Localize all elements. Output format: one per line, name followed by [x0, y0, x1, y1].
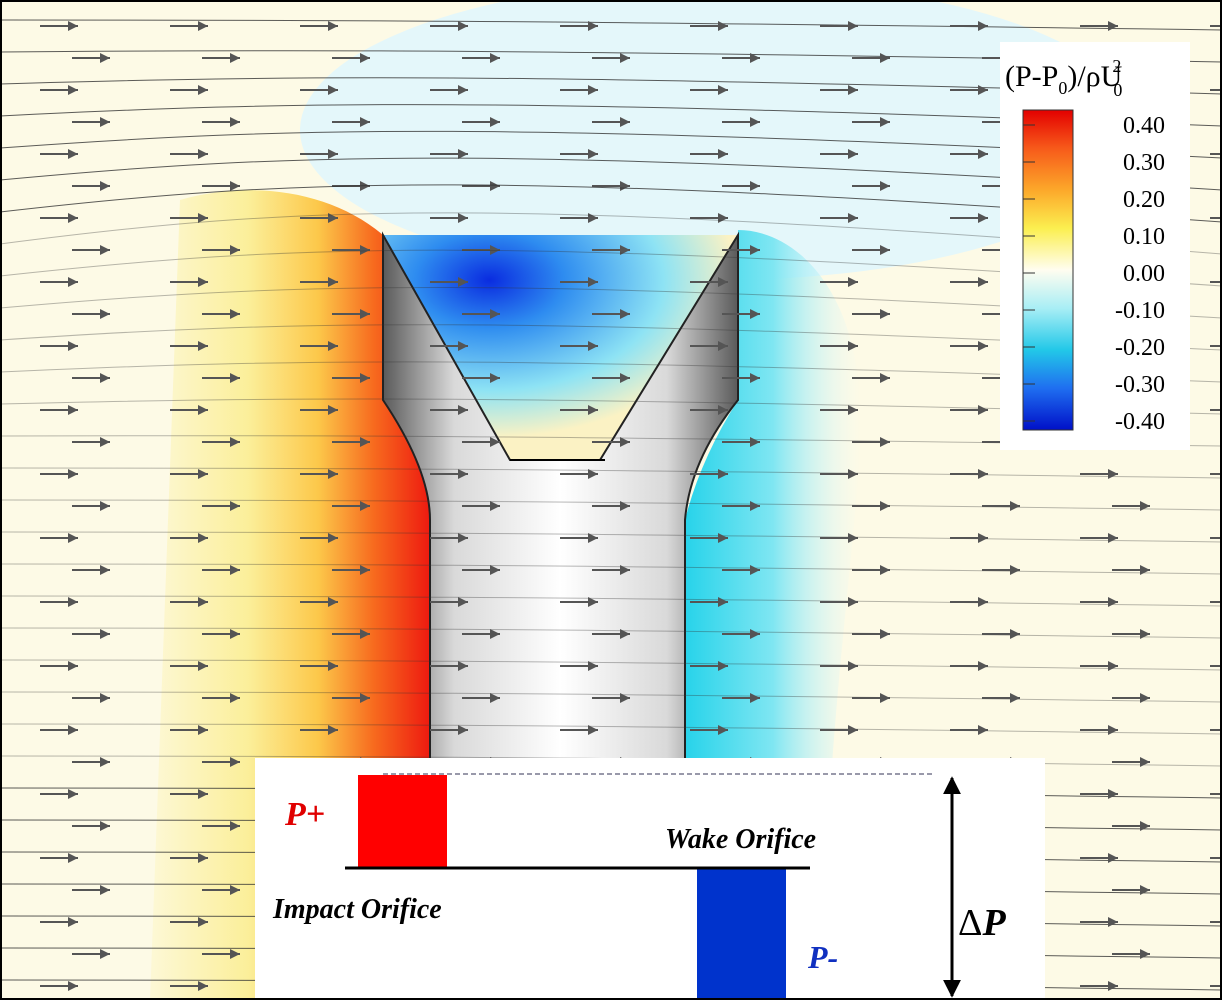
p-minus-label: P-	[807, 939, 838, 975]
colorbar-tick-label: 0.20	[1123, 187, 1165, 213]
colorbar-ticks: 0.40 0.30 0.20 0.10 0.00 -0.10 -0.20 -0.30 -0.40	[1023, 113, 1165, 435]
streamline	[0, 157, 1222, 191]
colorbar-tick-label: 0.40	[1123, 113, 1165, 139]
streamline	[0, 627, 1222, 639]
wake-label: Wake Orifice	[665, 824, 816, 855]
probe-body	[382, 231, 739, 761]
streamline	[0, 104, 1222, 127]
delta-p-label: ΔP	[958, 902, 1006, 944]
streamline	[0, 19, 1222, 31]
streamline	[0, 212, 1222, 255]
streamline	[0, 77, 1222, 95]
colorbar-tick-label: 0.00	[1123, 261, 1165, 287]
streamline	[0, 563, 1222, 575]
low-pressure-zone	[300, 0, 1140, 280]
colorbar-tick-label: 0.30	[1123, 150, 1165, 176]
streamline	[0, 435, 1222, 447]
streamline	[0, 398, 1222, 415]
streamline	[0, 531, 1222, 543]
streamline	[0, 467, 1222, 479]
streamline	[0, 595, 1222, 607]
colorbar-tick-label: 0.10	[1123, 224, 1165, 250]
legend-title: (P-P0)/ρU02	[1005, 56, 1123, 100]
streamline	[0, 361, 1222, 383]
cavity-flow	[383, 235, 738, 460]
streamline	[0, 286, 1222, 319]
streamline	[0, 130, 1222, 159]
colorbar	[1022, 109, 1074, 431]
negative-bar	[697, 868, 786, 1000]
impact-label: Impact Orifice	[272, 894, 442, 925]
streamline	[0, 691, 1222, 703]
colorbar-tick-label: -0.20	[1115, 335, 1165, 361]
colorbar-tick-label: -0.30	[1115, 372, 1165, 398]
streamline	[0, 723, 1222, 735]
colorbar-tick-label: -0.40	[1115, 409, 1165, 435]
streamline	[0, 324, 1222, 351]
p-plus-label: P+	[284, 796, 325, 833]
streamline	[0, 659, 1222, 671]
streamline	[0, 184, 1222, 223]
colorbar-tick-label: -0.10	[1115, 298, 1165, 324]
streamline	[0, 499, 1222, 511]
positive-bar	[358, 775, 447, 868]
streamline	[0, 249, 1222, 287]
streamline	[0, 50, 1222, 63]
